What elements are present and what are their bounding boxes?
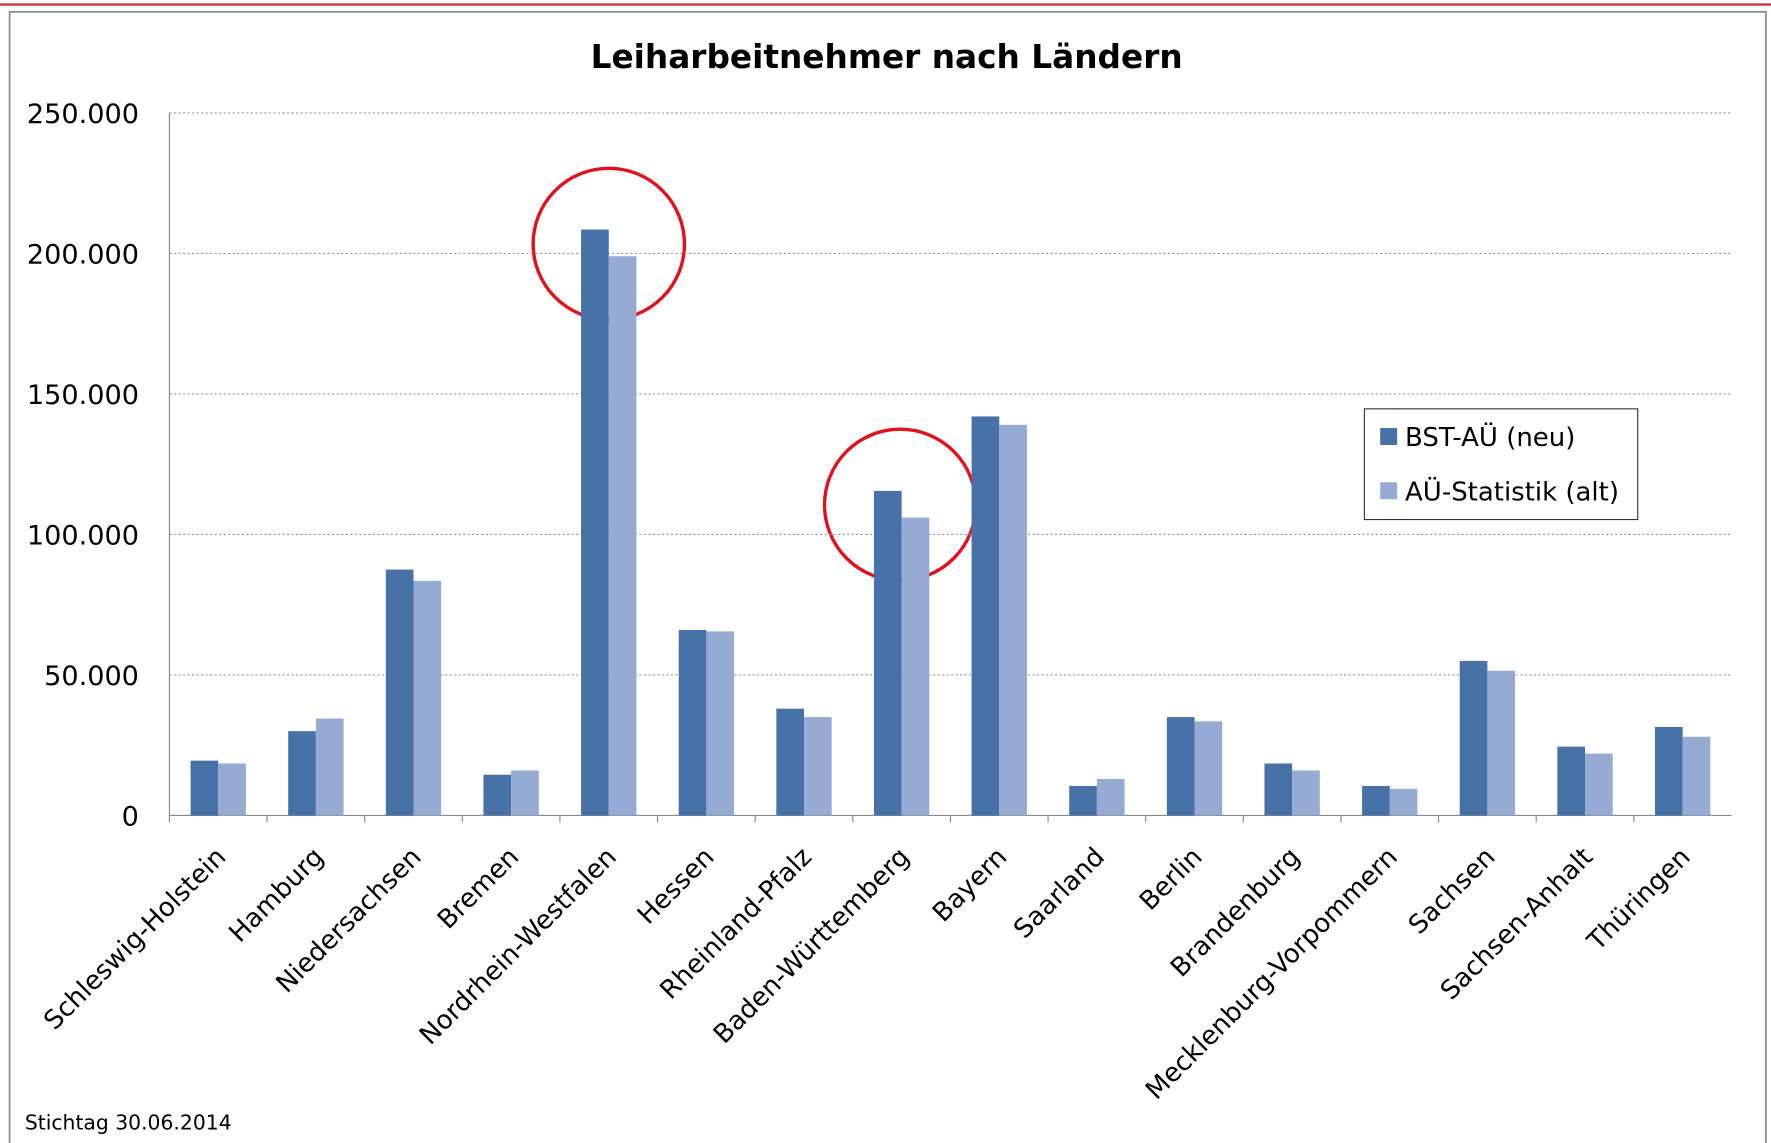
x-tick-label: Bayern (927, 842, 1013, 928)
bar (1194, 721, 1223, 816)
x-tick-label: Schleswig-Holstein (38, 842, 232, 1036)
legend-box (1363, 408, 1639, 521)
bar (873, 490, 902, 816)
bar (678, 629, 707, 816)
bar (999, 424, 1027, 816)
bar (315, 718, 344, 816)
bar (1096, 778, 1125, 816)
bar (1166, 717, 1195, 816)
y-tick-label: 200.000 (27, 240, 139, 271)
bar (288, 731, 316, 816)
frame (8, 11, 1767, 1143)
bar (1487, 670, 1516, 816)
x-tick-label: Sachsen (1403, 842, 1501, 940)
bar (1292, 770, 1320, 816)
bar (1362, 785, 1390, 816)
x-tick-label: Hessen (632, 842, 720, 930)
x-tick-label: Nordrhein-Westfalen (414, 842, 623, 1051)
bar (901, 517, 930, 816)
bar (608, 256, 637, 816)
x-tick-label: Thüringen (1581, 842, 1696, 957)
bar (1557, 746, 1586, 816)
bar (1585, 753, 1613, 816)
x-tick-label: Berlin (1134, 842, 1209, 917)
x-tick-label: Bremen (432, 842, 525, 935)
y-tick-label: 50.000 (44, 661, 139, 692)
bar (1682, 736, 1711, 816)
bar (1264, 763, 1293, 816)
footnote: Stichtag 30.06.2014 (25, 1110, 232, 1134)
x-tick-label: Baden-Württemberg (708, 842, 916, 1050)
bar (1069, 785, 1097, 816)
bar (413, 580, 442, 816)
legend-label: AÜ-Statistik (alt) (1405, 475, 1619, 507)
bar (776, 708, 805, 816)
y-tick-label: 250.000 (27, 99, 139, 130)
y-tick-label: 0 (122, 802, 139, 833)
bar (971, 416, 1000, 816)
bar (581, 229, 609, 816)
bar (385, 569, 414, 816)
bar (511, 770, 539, 816)
legend-swatch (1380, 482, 1398, 500)
bar (190, 760, 219, 816)
bar (706, 631, 735, 816)
bar (1389, 788, 1418, 816)
y-tick-label: 150.000 (27, 380, 139, 411)
y-tick-label: 100.000 (27, 521, 139, 552)
x-tick-label: Hamburg (224, 842, 330, 948)
x-tick-label: Saarland (1008, 842, 1111, 945)
bar (804, 717, 832, 816)
legend-label: BST-AÜ (neu) (1405, 421, 1575, 453)
bar (1459, 660, 1488, 816)
bar (483, 774, 512, 816)
chart-title: Leiharbeitnehmer nach Ländern (591, 38, 1183, 76)
bar (218, 763, 246, 816)
bar (1654, 726, 1683, 816)
legend-swatch (1380, 428, 1398, 446)
